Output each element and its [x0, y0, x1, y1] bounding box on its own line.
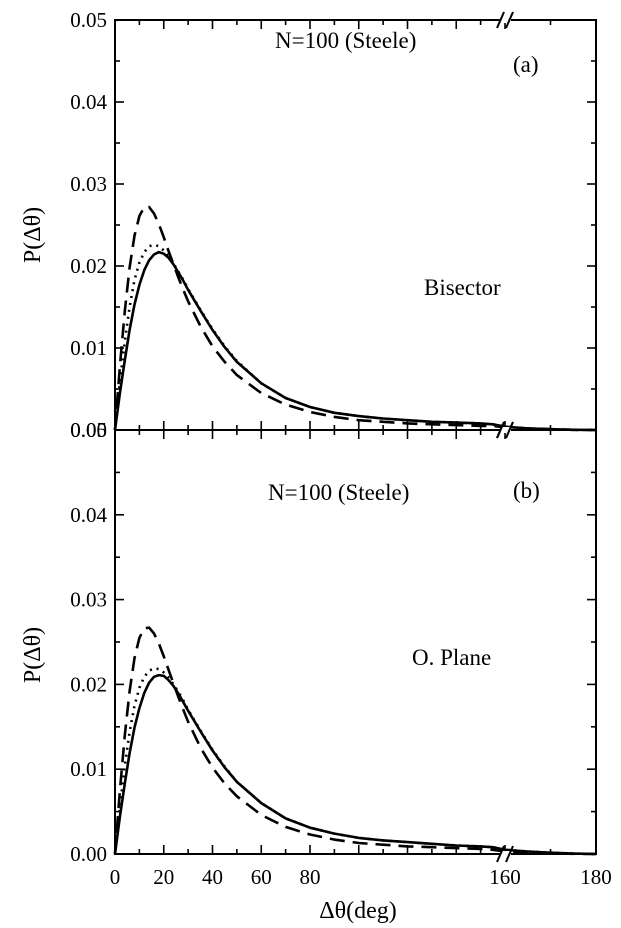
series-solid-line [113, 673, 597, 856]
panel-a-label: (a) [513, 52, 539, 77]
series-dashed-line [113, 626, 597, 856]
axis-break-gap [501, 17, 511, 23]
y-tick-label: 0.01 [70, 336, 107, 360]
axis-break-slash [496, 845, 505, 863]
y-tick-label: 0.04 [70, 503, 107, 527]
series-solid-line [113, 250, 597, 432]
x-tick-label: 20 [153, 865, 174, 889]
y-tick-label: 0.03 [70, 172, 107, 196]
axis-break-gap [501, 427, 511, 433]
panel-b-y-axis-title: P(Δθ) [20, 627, 46, 683]
axis-break-slash [496, 11, 505, 29]
y-tick-label: 0.00 [70, 418, 107, 442]
x-tick-label: 160 [489, 865, 521, 889]
x-tick-label: 0 [110, 865, 121, 889]
y-tick-label: 0.02 [70, 254, 107, 278]
y-tick-label: 0.00 [70, 842, 107, 866]
y-tick-label: 0.03 [70, 588, 107, 612]
series-dotted-line [113, 666, 597, 856]
panel-b-annotation-mid: O. Plane [412, 645, 491, 670]
panel-a-ytick-labels: 0.00 0.01 0.02 0.03 0.04 0.05 [70, 8, 107, 442]
panel-a-annotation-top: N=100 (Steele) [275, 28, 416, 53]
panel-a-curves [113, 205, 597, 432]
x-tick-label: 80 [300, 865, 321, 889]
y-tick-label: 0.05 [70, 418, 107, 442]
x-tick-label: 60 [251, 865, 272, 889]
panel-a-ticks [114, 19, 597, 431]
axis-break-slash [505, 11, 514, 29]
axis-break-slash [505, 845, 514, 863]
y-tick-label: 0.05 [70, 8, 107, 32]
series-dotted-line [113, 243, 597, 432]
panel-b-annotation-top: N=100 (Steele) [268, 480, 409, 505]
panel-b: 0.00 0.01 0.02 0.03 0.04 0.05 0 20 40 60 80 160 180… [20, 418, 612, 924]
panel-b-ytick-labels: 0.00 0.01 0.02 0.03 0.04 0.05 [70, 418, 107, 866]
x-tick-label: 180 [580, 865, 612, 889]
axis-break-slash [505, 421, 514, 439]
panel-b-label: (b) [513, 478, 540, 503]
panel-a-y-axis-title: P(Δθ) [20, 207, 46, 263]
panel-a-annotation-mid: Bisector [424, 275, 501, 300]
panel-a-frame [114, 19, 597, 431]
panel-b-xtick-labels: 0 20 40 60 80 160 180 [110, 865, 612, 889]
series-dashed-line [113, 205, 597, 432]
axis-break-gap [501, 851, 511, 857]
y-tick-label: 0.02 [70, 672, 107, 696]
panel-b-axis-break [496, 421, 514, 863]
panel-b-frame [114, 429, 597, 855]
axis-break-slash [496, 421, 505, 439]
y-tick-label: 0.04 [70, 90, 107, 114]
x-tick-label: 40 [202, 865, 223, 889]
x-axis-title: Δθ(deg) [319, 898, 397, 924]
y-tick-label: 0.01 [70, 757, 107, 781]
panel-a-axis-break [496, 11, 514, 439]
panel-b-curves [113, 626, 597, 856]
panel-a: 0.000.010.020.030.040.05 N=100 (Steele) … [20, 8, 597, 442]
